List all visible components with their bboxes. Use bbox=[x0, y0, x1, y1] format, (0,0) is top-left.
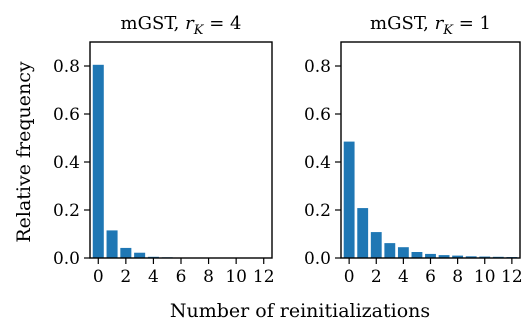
x-tick-label: 2 bbox=[371, 267, 382, 287]
bar-10 bbox=[479, 256, 491, 258]
x-tick-label: 4 bbox=[148, 267, 159, 287]
bar-0 bbox=[92, 64, 104, 258]
x-tick-label: 8 bbox=[452, 267, 463, 287]
x-tick-label: 2 bbox=[120, 267, 131, 287]
bar-8 bbox=[452, 255, 464, 258]
bar-6 bbox=[425, 253, 436, 258]
y-tick-label: 0.8 bbox=[53, 57, 80, 77]
panel-1: 0.0 0.2 0.4 0.6 0.8 0 2 4 6 8 10 12 mGST, rK = 4 bbox=[53, 13, 275, 287]
y-tick-label: 0.8 bbox=[304, 57, 331, 77]
y-tick-label: 0.6 bbox=[53, 105, 80, 125]
bar-2 bbox=[120, 247, 132, 258]
bar-2 bbox=[370, 232, 382, 258]
x-tick-label: 6 bbox=[176, 267, 187, 287]
figure-xlabel: Number of reinitializations bbox=[170, 300, 430, 322]
y-tick-label: 0.4 bbox=[53, 153, 80, 173]
panel-2: 0.0 0.2 0.4 0.6 0.8 0 2 4 6 8 10 12 mGST, rK = 1 bbox=[304, 13, 522, 287]
x-tick-label: 4 bbox=[398, 267, 409, 287]
x-tick-label: 12 bbox=[501, 267, 522, 287]
x-tick-label: 0 bbox=[344, 267, 355, 287]
bar-1 bbox=[357, 208, 369, 258]
y-tick-label: 0.4 bbox=[304, 153, 331, 173]
x-tick-label: 6 bbox=[425, 267, 436, 287]
x-tick-label: 8 bbox=[203, 267, 214, 287]
bar-4 bbox=[397, 247, 409, 258]
y-tick-label: 0.2 bbox=[304, 201, 331, 221]
y-tick-label: 0.0 bbox=[304, 249, 331, 269]
bar-3 bbox=[134, 252, 146, 258]
axes-frame bbox=[89, 41, 273, 259]
panel-title: mGST, rK = 4 bbox=[121, 13, 242, 38]
bar-9 bbox=[465, 256, 477, 258]
x-tick-label: 0 bbox=[93, 267, 104, 287]
bar-3 bbox=[384, 243, 396, 258]
panel-title: mGST, rK = 1 bbox=[370, 13, 491, 38]
x-tick-label: 10 bbox=[225, 267, 247, 287]
bar-5 bbox=[411, 252, 423, 258]
bar-7 bbox=[438, 255, 450, 258]
bar-1 bbox=[106, 230, 118, 258]
x-tick-label: 10 bbox=[474, 267, 496, 287]
figure-ylabel: Relative frequency bbox=[13, 61, 35, 243]
x-tick-label: 12 bbox=[253, 267, 275, 287]
bar-0 bbox=[343, 141, 355, 258]
y-tick-label: 0.0 bbox=[53, 249, 80, 269]
y-tick-label: 0.6 bbox=[304, 105, 331, 125]
axes-frame bbox=[340, 41, 521, 259]
y-tick-label: 0.2 bbox=[53, 201, 80, 221]
